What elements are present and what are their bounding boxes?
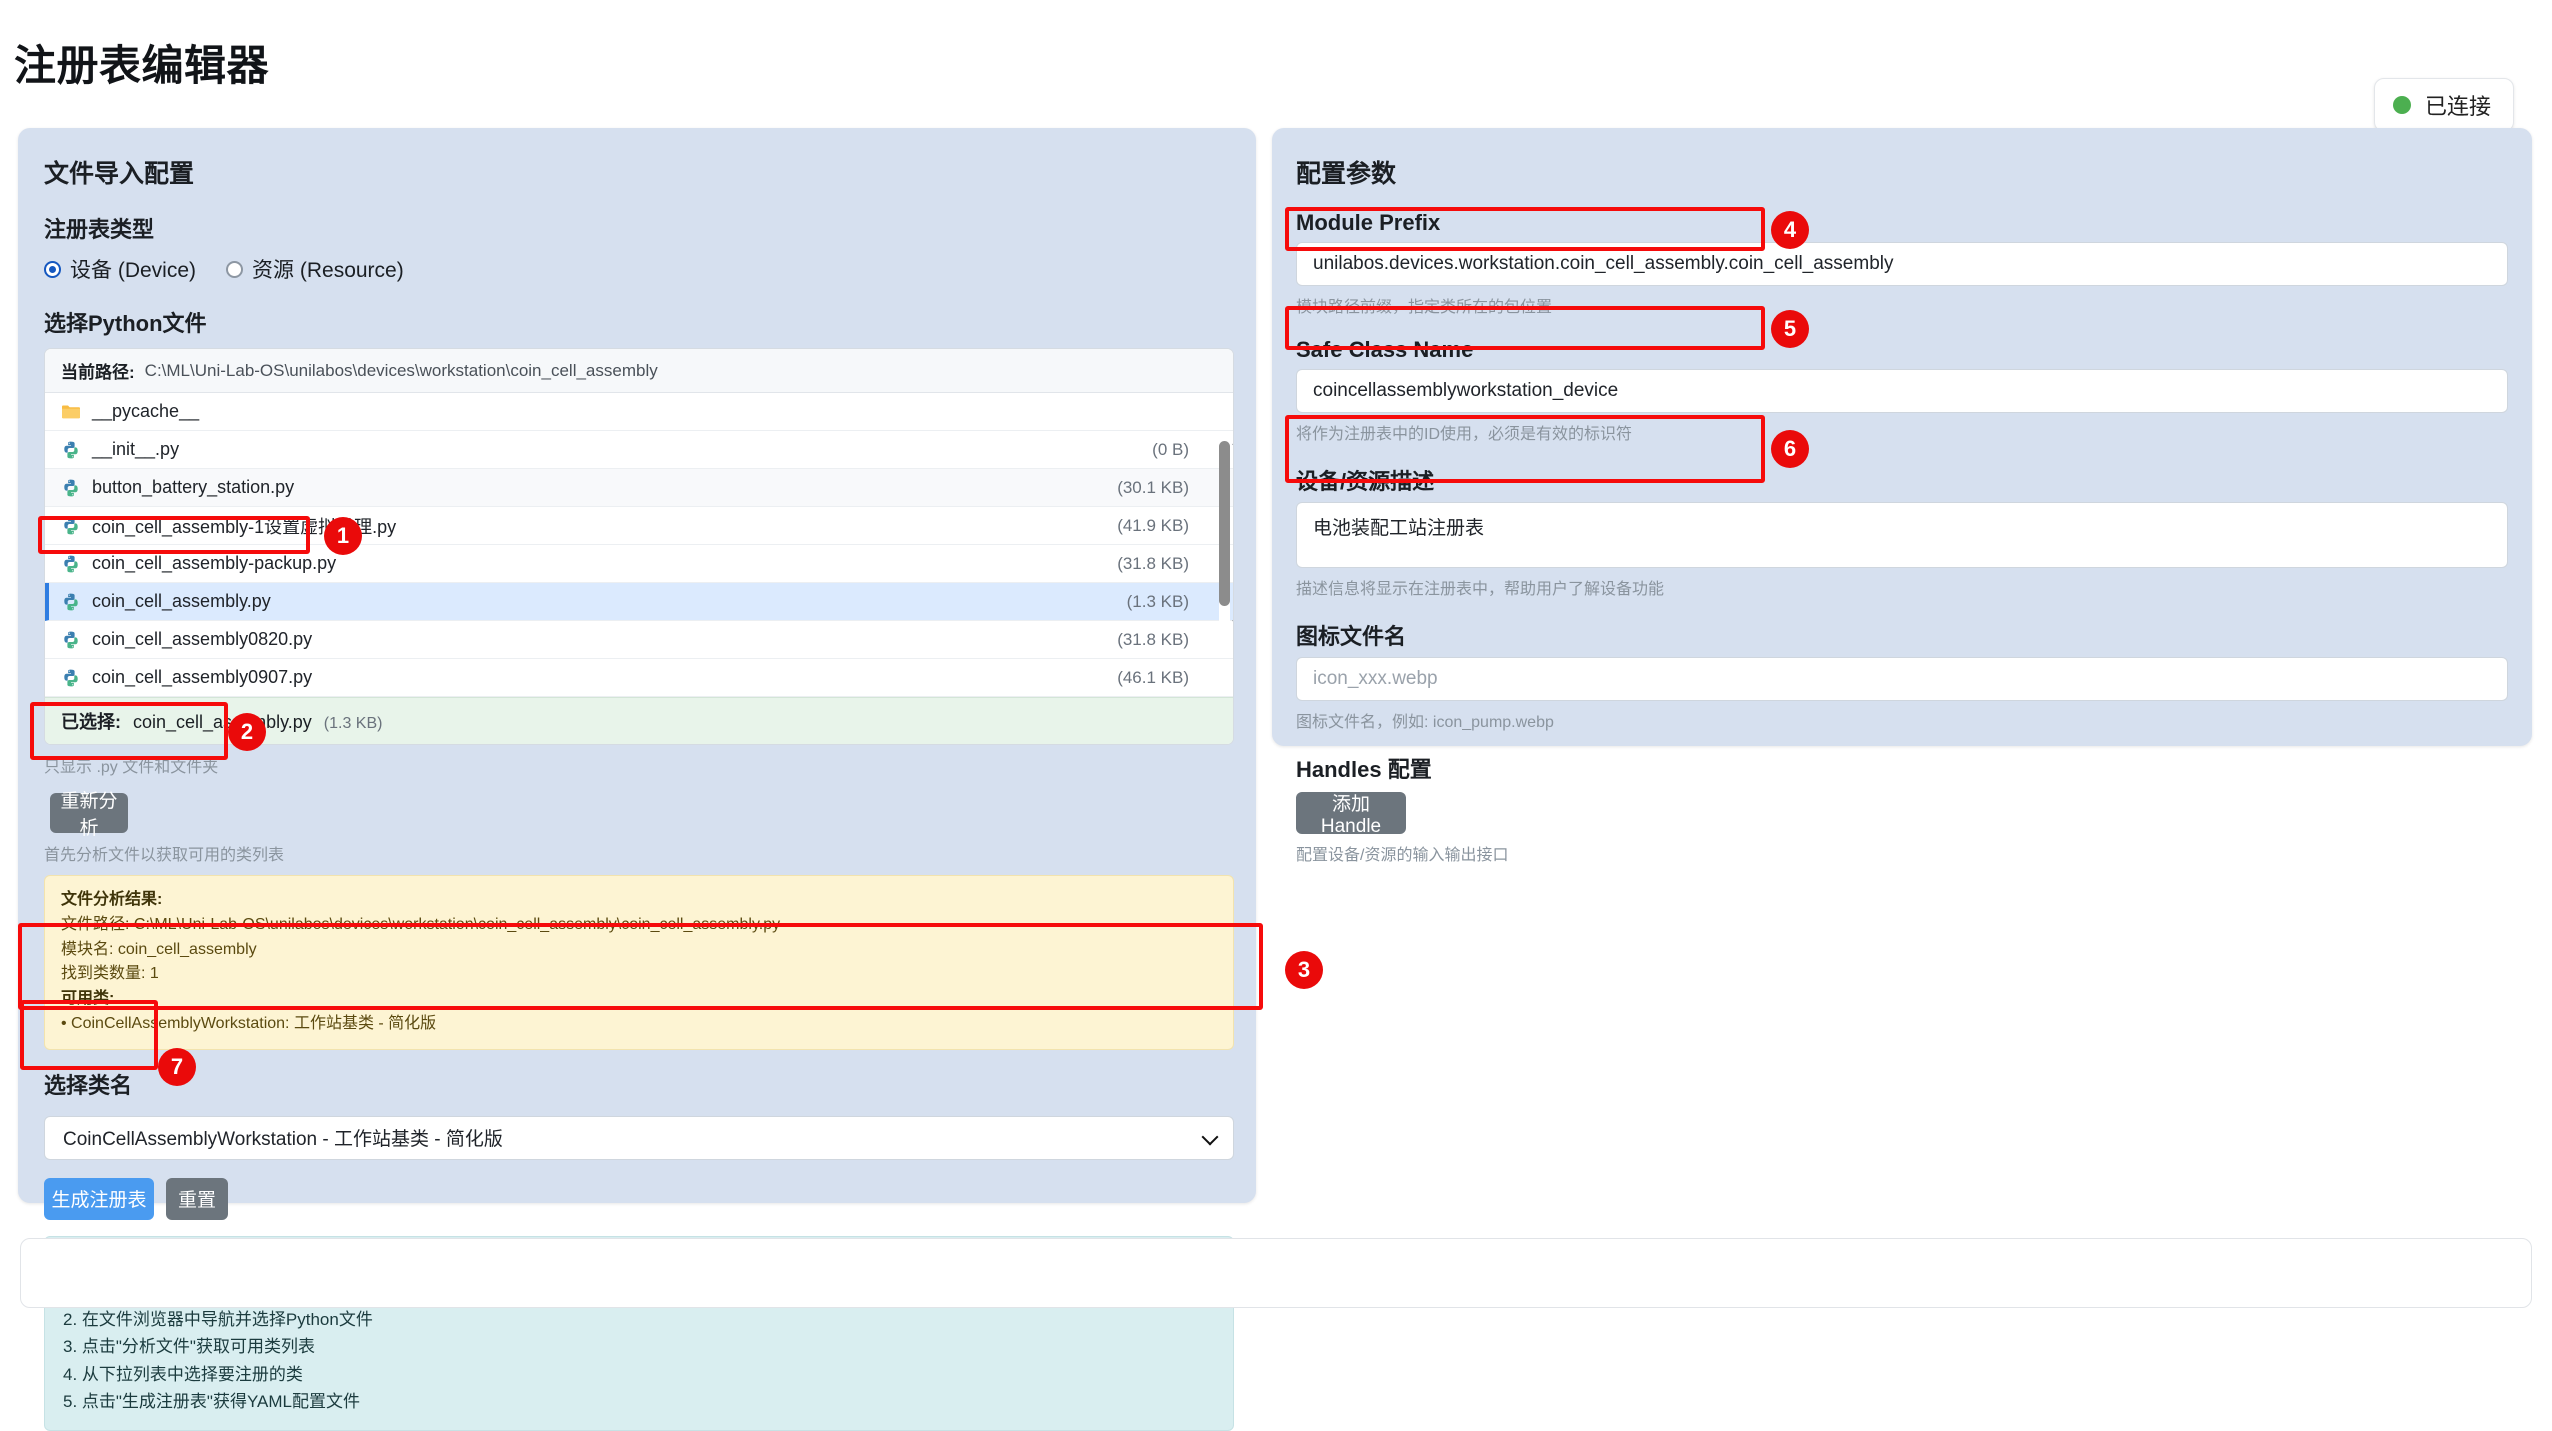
file-name: __pycache__ (92, 401, 200, 421)
file-name: coin_cell_assembly-1设置虚拟代理.py (92, 516, 397, 537)
python-file-icon (61, 554, 81, 574)
registry-type-radio-group: 设备 (Device) 资源 (Resource) (44, 254, 1256, 284)
selected-file-bar: 已选择: coin_cell_assembly.py (1.3 KB) (45, 697, 1233, 744)
config-params-panel: 配置参数 Module Prefix unilabos.devices.work… (1272, 128, 2532, 864)
radio-resource[interactable]: 资源 (Resource) (226, 254, 404, 284)
path-value: C:\ML\Uni-Lab-OS\unilabos\devices\workst… (144, 360, 658, 380)
python-file-icon (61, 478, 81, 498)
selected-file-label: 已选择: (61, 712, 121, 732)
analysis-title: 文件分析结果: (61, 891, 163, 908)
file-row-coin-cell-assembly-1[interactable]: coin_cell_assembly-1设置虚拟代理.py (41.9 KB) (45, 507, 1233, 545)
file-row-coin-cell-assembly-packup[interactable]: coin_cell_assembly-packup.py (31.8 KB) (45, 545, 1233, 583)
file-row-init[interactable]: __init__.py (0 B) (45, 431, 1233, 469)
file-row-coin-cell-assembly0820[interactable]: coin_cell_assembly0820.py (31.8 KB) (45, 621, 1233, 659)
icon-file-label: 图标文件名 (1296, 624, 1407, 649)
action-buttons: 生成注册表 重置 (44, 1177, 1256, 1220)
add-handle-button[interactable]: 添加 Handle (1296, 792, 1406, 837)
icon-file-hint: 图标文件名，例如: icon_pump.webp (1296, 714, 1554, 731)
analysis-available-item: • CoinCellAssemblyWorkstation: 工作站基类 - 简… (61, 1014, 437, 1032)
handles-hint: 配置设备/资源的输入输出接口 (1296, 847, 1509, 864)
selected-file-name: coin_cell_assembly.py (133, 712, 312, 732)
file-size: (41.9 KB) (1117, 515, 1189, 535)
folder-icon (61, 402, 81, 422)
file-row-coin-cell-assembly0907[interactable]: coin_cell_assembly0907.py (46.1 KB) (45, 659, 1233, 697)
analysis-module-name: 模块名: coin_cell_assembly (61, 940, 257, 958)
usage-step: 3. 点击"分析文件"获取可用类列表 (63, 1337, 315, 1357)
python-file-icon (61, 668, 81, 688)
python-file-icon (61, 516, 81, 536)
reset-button[interactable]: 重置 (166, 1177, 228, 1220)
radio-device[interactable]: 设备 (Device) (44, 254, 196, 284)
description-label: 设备/资源描述 (1296, 469, 1435, 494)
selected-file-size: (1.3 KB) (323, 715, 383, 732)
file-size: (31.8 KB) (1117, 553, 1189, 573)
connection-status-label: 已连接 (2424, 94, 2491, 119)
reanalyze-button-wrap: 重新分析 (50, 791, 1256, 839)
page-title: 注册表编辑器 (14, 42, 270, 89)
main-columns: 文件导入配置 注册表类型 设备 (Device) 资源 (Resource) 选… (0, 128, 2552, 1431)
usage-step: 5. 点击"生成注册表"获得YAML配置文件 (63, 1392, 361, 1412)
class-select[interactable]: CoinCellAssemblyWorkstation - 工作站基类 - 简化… (44, 1115, 1234, 1160)
module-prefix-hint: 模块路径前缀，指定类所在的包位置 (1296, 299, 1553, 316)
file-size: (31.8 KB) (1117, 629, 1189, 649)
radio-resource-label: 资源 (Resource) (252, 259, 404, 282)
file-name: coin_cell_assembly0820.py (92, 629, 313, 649)
file-picker-label: 选择Python文件 (44, 311, 207, 336)
description-textarea[interactable]: 电池装配工站注册表 (1296, 502, 2508, 568)
usage-step: 2. 在文件浏览器中导航并选择Python文件 (63, 1309, 373, 1329)
radio-resource-dot[interactable] (226, 260, 244, 278)
analysis-available-title: 可用类: (61, 990, 115, 1008)
file-name: __init__.py (92, 439, 180, 459)
file-import-header: 文件导入配置 (44, 160, 195, 188)
file-size: (46.1 KB) (1117, 667, 1189, 687)
file-browser: 当前路径: C:\ML\Uni-Lab-OS\unilabos\devices\… (44, 348, 1234, 745)
file-list-scrollbar-thumb[interactable] (1219, 441, 1230, 606)
bottom-bar (20, 1238, 2532, 1308)
file-browser-path: 当前路径: C:\ML\Uni-Lab-OS\unilabos\devices\… (45, 349, 1233, 393)
config-params-header: 配置参数 (1296, 160, 1397, 188)
file-row-pycache[interactable]: __pycache__ (45, 393, 1233, 431)
module-prefix-input[interactable]: unilabos.devices.workstation.coin_cell_a… (1296, 242, 2508, 286)
file-row-coin-cell-assembly-selected[interactable]: coin_cell_assembly.py (1.3 KB) (45, 583, 1233, 621)
python-file-icon (61, 592, 81, 612)
reanalyze-hint: 首先分析文件以获取可用的类列表 (44, 847, 285, 864)
radio-device-dot[interactable] (44, 260, 61, 278)
generate-registry-button[interactable]: 生成注册表 (44, 1177, 154, 1220)
path-label: 当前路径: (61, 363, 135, 382)
safe-class-name-input[interactable]: coincellassemblyworkstation_device (1296, 369, 2508, 413)
class-select-label: 选择类名 (44, 1072, 133, 1098)
analysis-class-count: 找到类数量: 1 (61, 965, 159, 983)
radio-device-label: 设备 (Device) (70, 259, 197, 282)
class-select-wrap[interactable]: CoinCellAssemblyWorkstation - 工作站基类 - 简化… (44, 1115, 1234, 1160)
icon-file-input[interactable]: icon_xxx.webp (1296, 657, 2508, 701)
file-name: coin_cell_assembly.py (92, 591, 271, 611)
connection-status-badge: 已连接 (2373, 78, 2514, 132)
analysis-result-box: 文件分析结果: 文件路径: C:\ML\Uni-Lab-OS\unilabos\… (44, 875, 1234, 1050)
file-size: (30.1 KB) (1117, 477, 1189, 497)
handles-label: Handles 配置 (1296, 757, 1432, 782)
file-list[interactable]: __pycache__ __init__.py (0 B) (45, 393, 1233, 697)
module-prefix-label: Module Prefix (1296, 210, 1441, 235)
file-name: coin_cell_assembly0907.py (92, 667, 313, 687)
safe-class-name-label: Safe Class Name (1296, 337, 1474, 362)
file-size: (1.3 KB) (1126, 591, 1189, 611)
file-name: coin_cell_assembly-packup.py (92, 553, 337, 573)
python-file-icon (61, 630, 81, 650)
connection-status-dot (2392, 96, 2411, 114)
usage-step: 4. 从下拉列表中选择要注册的类 (63, 1364, 303, 1384)
filter-hint: 只显示 .py 文件和文件夹 (44, 759, 219, 776)
description-hint: 描述信息将显示在注册表中，帮助用户了解设备功能 (1296, 581, 1665, 598)
safe-class-name-hint: 将作为注册表中的ID使用，必须是有效的标识符 (1296, 426, 1633, 443)
reanalyze-button[interactable]: 重新分析 (50, 791, 128, 839)
file-size: (0 B) (1152, 439, 1189, 459)
file-import-panel: 文件导入配置 注册表类型 设备 (Device) 资源 (Resource) 选… (18, 128, 1256, 1431)
file-row-button-battery-station[interactable]: button_battery_station.py (30.1 KB) (45, 469, 1233, 507)
registry-type-label: 注册表类型 (44, 217, 155, 242)
analysis-file-path: 文件路径: C:\ML\Uni-Lab-OS\unilabos\devices\… (61, 915, 781, 933)
python-file-icon (61, 440, 81, 460)
file-name: button_battery_station.py (92, 477, 295, 497)
